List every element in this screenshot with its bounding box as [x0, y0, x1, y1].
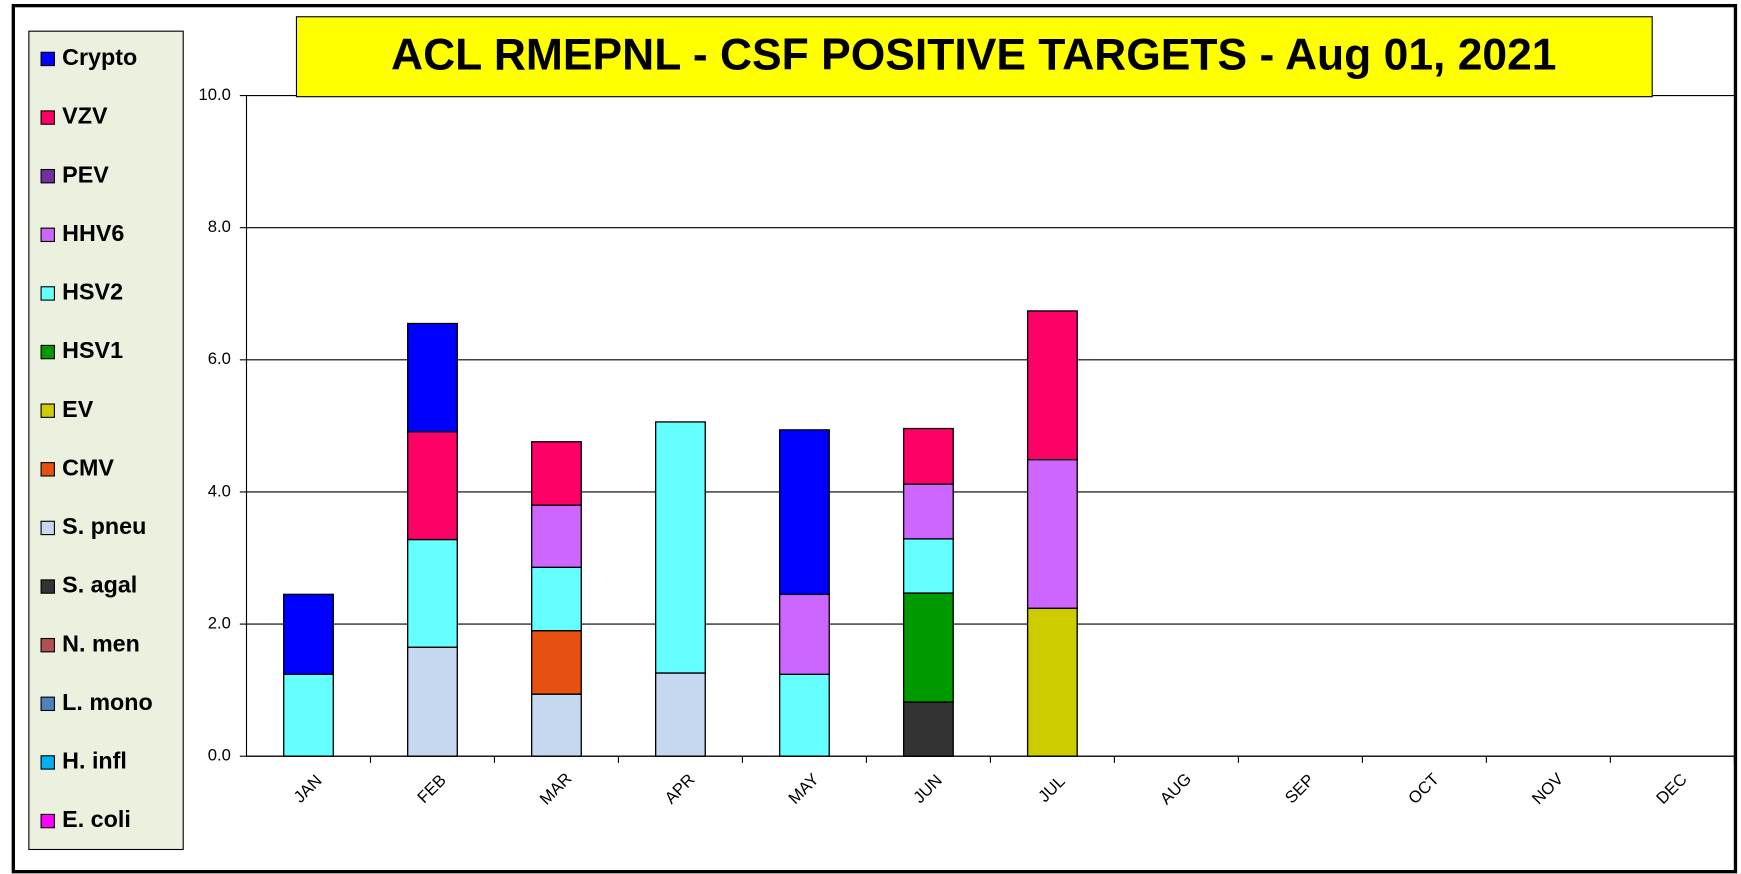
- legend-swatch: [40, 168, 55, 184]
- bar-segment: [1026, 458, 1078, 609]
- legend-box: [28, 30, 184, 851]
- legend-swatch: [40, 579, 55, 594]
- legend-label: CMV: [62, 454, 114, 480]
- bar-segment: [530, 630, 582, 695]
- legend-swatch: [40, 286, 55, 301]
- bar-segment: [902, 483, 954, 540]
- legend-swatch: [40, 755, 55, 770]
- bar-segment: [407, 646, 458, 757]
- bar-segment: [530, 504, 582, 568]
- bar-segment: [283, 673, 334, 757]
- bar-segment: [902, 427, 954, 485]
- legend-label: H. infl: [62, 748, 127, 774]
- legend-swatch: [40, 520, 55, 536]
- bar-segment: [530, 693, 582, 757]
- legend-swatch: [40, 637, 55, 653]
- bar-segment: [1026, 607, 1078, 757]
- legend-label: Crypto: [62, 44, 137, 70]
- legend-label: EV: [62, 396, 94, 422]
- y-tick-label: 2.0: [208, 613, 231, 632]
- legend-swatch: [40, 696, 55, 712]
- legend-label: HSV1: [62, 337, 123, 363]
- legend-label: E. coli: [62, 806, 131, 832]
- legend-swatch: [40, 462, 55, 477]
- legend-swatch: [40, 403, 55, 418]
- legend-label: VZV: [62, 103, 108, 129]
- bar-segment: [902, 701, 954, 757]
- legend-label: N. men: [62, 630, 140, 656]
- legend-label: L. mono: [62, 689, 153, 715]
- bar-segment: [778, 673, 830, 757]
- chart-title: ACL RMEPNL - CSF POSITIVE TARGETS - Aug …: [391, 31, 1556, 80]
- y-tick-label: 10.0: [199, 85, 231, 104]
- bar-segment: [530, 566, 582, 632]
- bar-segment: [902, 592, 954, 703]
- y-tick-label: 6.0: [208, 349, 231, 368]
- bar-segment: [283, 593, 334, 675]
- legend-label: HSV2: [62, 279, 123, 305]
- bar-segment: [778, 593, 830, 675]
- legend-label: S. agal: [62, 572, 137, 598]
- legend-swatch: [40, 813, 55, 829]
- legend-swatch: [40, 344, 55, 360]
- legend-swatch: [40, 227, 55, 243]
- chart-border: [11, 3, 1738, 874]
- bar-segment: [407, 538, 458, 648]
- y-tick-label: 4.0: [208, 481, 231, 500]
- bar-segment: [1026, 310, 1078, 461]
- legend-label: HHV6: [62, 220, 124, 246]
- legend-swatch: [40, 51, 55, 67]
- bar-segment: [530, 441, 582, 506]
- bar-segment: [407, 431, 458, 541]
- bar-segment: [407, 322, 458, 433]
- bar-segment: [654, 672, 706, 757]
- title-box: [295, 16, 1653, 98]
- legend-swatch: [40, 110, 55, 125]
- bar-segment: [902, 538, 954, 594]
- bar-segment: [654, 421, 706, 674]
- y-tick-label: 0.0: [208, 746, 231, 765]
- legend-label: S. pneu: [62, 513, 146, 539]
- legend-label: PEV: [62, 161, 109, 187]
- y-tick-label: 8.0: [208, 217, 231, 236]
- bar-segment: [778, 429, 830, 596]
